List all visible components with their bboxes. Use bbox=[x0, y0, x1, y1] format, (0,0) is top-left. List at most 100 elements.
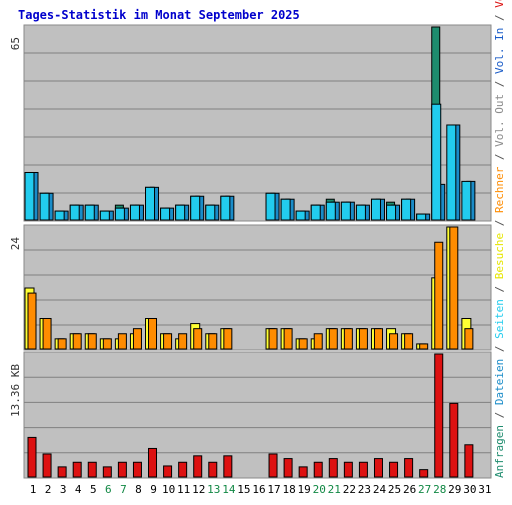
bar-seiten-day-18 bbox=[280, 198, 291, 221]
x-tick-label: 9 bbox=[150, 483, 157, 496]
bar-seiten-day-10 bbox=[160, 207, 171, 221]
bar-volumen-day-10 bbox=[163, 465, 173, 478]
legend-part: Besuche bbox=[493, 233, 506, 279]
x-tick-label: 25 bbox=[388, 483, 401, 496]
bar-volumen-day-14 bbox=[223, 455, 233, 478]
bar-seiten-day-7 bbox=[114, 207, 125, 221]
series-seiten bbox=[24, 103, 472, 221]
bar-volumen-day-4 bbox=[72, 461, 82, 478]
bar-seiten-day-29 bbox=[446, 124, 457, 221]
bar-volumen-day-22 bbox=[343, 461, 353, 478]
x-tick-label: 29 bbox=[448, 483, 461, 496]
legend-part: / bbox=[493, 339, 506, 359]
legend-part: / bbox=[493, 279, 506, 299]
x-tick-label: 19 bbox=[298, 483, 311, 496]
bar-volumen-day-24 bbox=[373, 458, 383, 478]
bar-seiten-day-17 bbox=[265, 192, 276, 221]
x-tick-label: 21 bbox=[328, 483, 341, 496]
bar-seiten-day-21 bbox=[325, 201, 336, 221]
bar-rechner-day-22 bbox=[343, 328, 353, 350]
bar-seiten-day-1 bbox=[24, 171, 35, 221]
bar-rechner-day-3 bbox=[57, 338, 67, 350]
legend-part: Volumen bbox=[493, 0, 506, 8]
bar-seiten-day-9 bbox=[145, 186, 156, 221]
panel-middle-background bbox=[23, 224, 492, 351]
bar-rechner-day-2 bbox=[42, 318, 52, 350]
x-tick-label: 6 bbox=[105, 483, 112, 496]
bar-seiten-day-4 bbox=[69, 204, 80, 221]
bar-volumen-day-21 bbox=[328, 458, 338, 478]
bar-rechner-day-26 bbox=[404, 333, 414, 350]
legend-part: / bbox=[493, 213, 506, 233]
legend-part: Vol. In bbox=[493, 28, 506, 74]
legend-part: / bbox=[493, 405, 506, 425]
bar-volumen-day-12 bbox=[193, 455, 203, 478]
x-tick-label: 14 bbox=[222, 483, 236, 496]
bar-volumen-day-7 bbox=[117, 461, 127, 478]
bar-rechner-day-21 bbox=[328, 328, 338, 350]
bar-seiten-day-13 bbox=[205, 204, 216, 221]
x-tick-label: 17 bbox=[267, 483, 280, 496]
x-tick-label: 24 bbox=[373, 483, 387, 496]
bar-rechner-day-27 bbox=[419, 343, 429, 350]
panel-top-background bbox=[23, 24, 492, 222]
x-axis-labels: 1 2 3 4 5 6 7 8 9 10 11 12 13 14 15 16 17 18 19 20 21 22 23 24 2… bbox=[30, 483, 492, 496]
bar-seiten-day-3 bbox=[54, 210, 65, 221]
bar-seiten-day-2 bbox=[39, 192, 50, 221]
bar-rechner-day-9 bbox=[148, 318, 158, 350]
bar-rechner-day-19 bbox=[298, 338, 308, 350]
bar-volumen-day-25 bbox=[389, 461, 399, 478]
bar-volumen-day-18 bbox=[283, 458, 293, 478]
bar-seiten-day-19 bbox=[295, 210, 306, 221]
bar-volumen-day-19 bbox=[298, 466, 308, 478]
panel-top-scale-label: 65 bbox=[9, 37, 22, 50]
x-tick-label: 13 bbox=[207, 483, 220, 496]
x-tick-label: 3 bbox=[60, 483, 67, 496]
legend-part: / bbox=[493, 8, 506, 28]
panel-bottom: 13.36 KB bbox=[9, 351, 492, 479]
x-tick-label: 30 bbox=[463, 483, 476, 496]
x-tick-label: 1 bbox=[30, 483, 37, 496]
x-tick-label: 23 bbox=[358, 483, 371, 496]
bar-rechner-day-11 bbox=[178, 333, 188, 350]
panel-bottom-scale-label: 13.36 KB bbox=[9, 364, 22, 417]
legend-part: Rechner bbox=[493, 166, 506, 213]
bar-rechner-day-8 bbox=[132, 328, 142, 350]
bar-rechner-day-28 bbox=[434, 241, 444, 350]
bar-volumen-day-29 bbox=[449, 402, 459, 478]
bar-rechner-day-4 bbox=[72, 333, 82, 350]
bar-seiten-day-11 bbox=[175, 204, 186, 221]
bar-rechner-day-1 bbox=[27, 292, 37, 350]
bar-seiten-day-12 bbox=[190, 195, 201, 221]
bar-rechner-day-18 bbox=[283, 328, 293, 350]
x-tick-label: 26 bbox=[403, 483, 416, 496]
bar-seiten-day-24 bbox=[370, 198, 381, 221]
x-tick-label: 18 bbox=[282, 483, 295, 496]
panel-middle-scale-label: 24 bbox=[9, 237, 22, 251]
legend-part: Seiten bbox=[493, 299, 506, 339]
bar-seiten-day-27 bbox=[416, 213, 427, 221]
bar-rechner-day-14 bbox=[223, 328, 233, 350]
bar-rechner-day-10 bbox=[163, 333, 173, 350]
bar-rechner-day-5 bbox=[87, 333, 97, 350]
bar-seiten-day-20 bbox=[310, 204, 321, 221]
chart-panels: 65 24 13.36 KB bbox=[9, 24, 492, 479]
x-tick-label: 12 bbox=[192, 483, 205, 496]
bar-seiten-day-14 bbox=[220, 195, 231, 221]
bar-volumen-day-20 bbox=[313, 461, 323, 478]
x-tick-label: 31 bbox=[478, 483, 491, 496]
x-tick-label: 2 bbox=[45, 483, 52, 496]
x-tick-label: 22 bbox=[343, 483, 356, 496]
bar-volumen-day-17 bbox=[268, 453, 278, 478]
x-tick-label: 16 bbox=[252, 483, 265, 496]
panel-top: 65 bbox=[9, 24, 492, 222]
bar-volumen-day-3 bbox=[57, 466, 67, 478]
bar-seiten-day-6 bbox=[99, 210, 110, 221]
bar-rechner-day-30 bbox=[464, 328, 474, 350]
x-tick-label: 27 bbox=[418, 483, 431, 496]
series-rechner bbox=[27, 226, 474, 350]
bar-rechner-day-13 bbox=[208, 333, 218, 350]
bar-rechner-day-17 bbox=[268, 328, 278, 350]
